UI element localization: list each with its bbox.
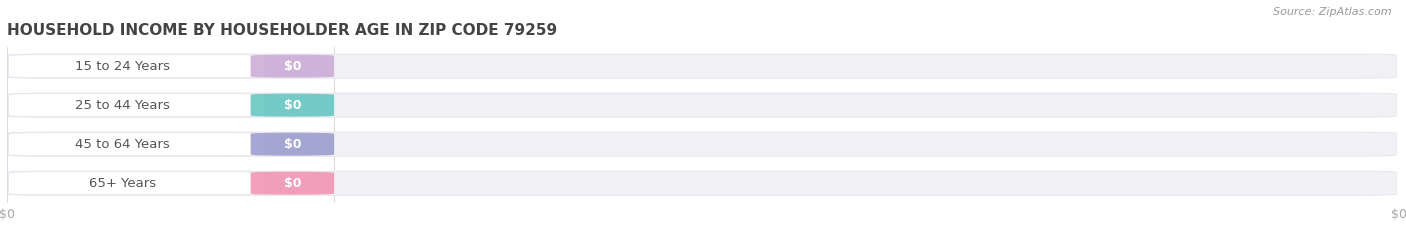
FancyBboxPatch shape xyxy=(8,94,264,117)
FancyBboxPatch shape xyxy=(8,132,1396,156)
Text: Source: ZipAtlas.com: Source: ZipAtlas.com xyxy=(1274,7,1392,17)
Text: 65+ Years: 65+ Years xyxy=(89,177,156,190)
FancyBboxPatch shape xyxy=(250,172,335,195)
Text: 45 to 64 Years: 45 to 64 Years xyxy=(75,138,170,151)
FancyBboxPatch shape xyxy=(250,133,335,156)
FancyBboxPatch shape xyxy=(8,54,1396,78)
FancyBboxPatch shape xyxy=(250,94,335,117)
FancyBboxPatch shape xyxy=(8,172,264,195)
Text: HOUSEHOLD INCOME BY HOUSEHOLDER AGE IN ZIP CODE 79259: HOUSEHOLD INCOME BY HOUSEHOLDER AGE IN Z… xyxy=(7,24,557,38)
FancyBboxPatch shape xyxy=(8,55,264,78)
Text: $0: $0 xyxy=(284,177,301,190)
Text: $0: $0 xyxy=(284,60,301,73)
Text: $0: $0 xyxy=(284,99,301,112)
FancyBboxPatch shape xyxy=(8,133,264,156)
FancyBboxPatch shape xyxy=(8,171,1396,195)
FancyBboxPatch shape xyxy=(8,93,1396,117)
Text: 15 to 24 Years: 15 to 24 Years xyxy=(75,60,170,73)
Text: $0: $0 xyxy=(284,138,301,151)
FancyBboxPatch shape xyxy=(250,55,335,78)
Text: 25 to 44 Years: 25 to 44 Years xyxy=(75,99,170,112)
